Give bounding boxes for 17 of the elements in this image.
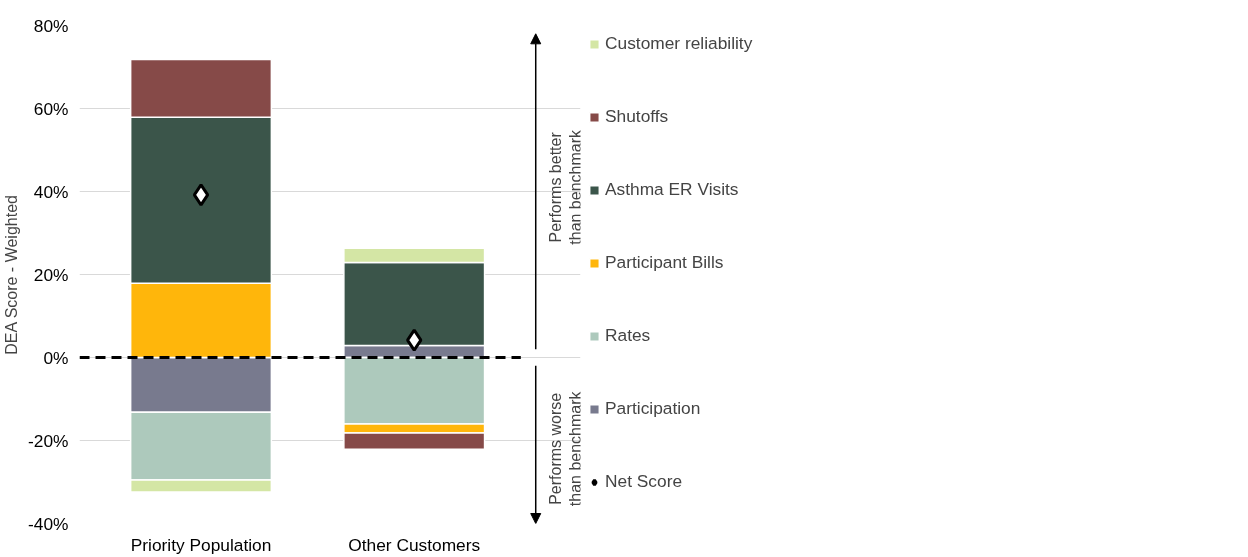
y-tick-label: 80% (33, 15, 69, 36)
y-tick-label: 20% (33, 264, 69, 285)
legend-label: Participation (605, 398, 701, 419)
legend-label: Rates (605, 325, 651, 346)
y-tick-label: 40% (33, 181, 69, 202)
legend-label: Customer reliability (605, 33, 753, 54)
y-tick-label: 60% (33, 98, 69, 119)
legend-label: Net Score (605, 471, 683, 492)
legend-label: Participant Bills (605, 252, 724, 273)
legend-label: Asthma ER Visits (605, 179, 739, 200)
y-tick-label: -40% (28, 513, 69, 534)
y-tick-label: -20% (28, 430, 69, 451)
x-tick-label: Other Customers (348, 534, 481, 555)
y-axis-title: DEA Score - Weighted (3, 195, 21, 355)
legend-label: Shutoffs (605, 106, 669, 127)
y-tick-label: 0% (43, 347, 69, 368)
x-tick-label: Priority Population (130, 534, 272, 555)
